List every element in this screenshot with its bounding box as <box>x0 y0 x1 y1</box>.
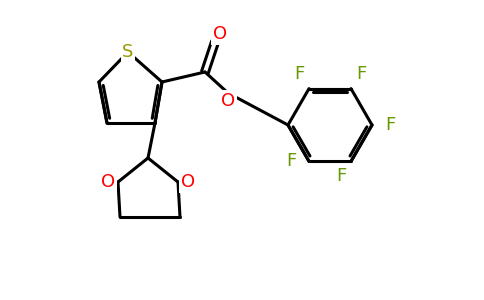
Text: S: S <box>122 43 134 61</box>
Text: F: F <box>385 116 395 134</box>
Text: O: O <box>221 92 235 110</box>
Text: F: F <box>336 167 346 185</box>
Text: F: F <box>286 152 296 170</box>
Text: O: O <box>181 173 195 191</box>
Text: F: F <box>294 64 304 82</box>
Text: O: O <box>101 173 115 191</box>
Text: F: F <box>356 64 366 82</box>
Text: O: O <box>213 25 227 43</box>
